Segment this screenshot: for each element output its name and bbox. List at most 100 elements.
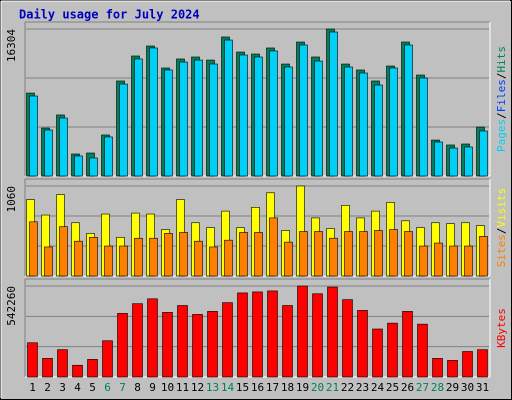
bar: [117, 313, 128, 378]
bar: [479, 236, 488, 277]
bar: [297, 285, 308, 378]
legend-entry: Pages: [495, 119, 508, 152]
x-tick-label: 21: [326, 381, 339, 394]
bar: [132, 303, 143, 378]
y-tick-label: 16304: [5, 29, 18, 62]
bar: [462, 351, 473, 378]
x-tick-label: 29: [446, 381, 459, 394]
bar: [209, 246, 218, 277]
x-tick-label: 9: [149, 381, 156, 394]
bar: [402, 311, 413, 378]
bar: [434, 242, 443, 277]
bar: [149, 47, 158, 177]
x-tick-label: 31: [476, 381, 489, 394]
bar: [194, 59, 203, 177]
bar: [237, 292, 248, 378]
bar: [387, 322, 398, 378]
bar: [239, 54, 248, 177]
bar: [104, 245, 113, 277]
bar: [162, 312, 173, 378]
bar: [42, 358, 53, 378]
x-tick-label: 11: [176, 381, 189, 394]
bar: [89, 236, 98, 277]
y-tick-label: 1060: [5, 186, 18, 213]
bar: [224, 39, 233, 177]
x-tick-label: 22: [341, 381, 354, 394]
bar: [432, 358, 443, 378]
legend: KBytes: [495, 308, 508, 348]
legend-entry: Files: [495, 79, 508, 112]
bar: [329, 237, 338, 277]
x-tick-label: 28: [431, 381, 444, 394]
bar: [314, 60, 323, 177]
legend: Sites/Visits: [495, 188, 508, 268]
bar: [374, 84, 383, 177]
legend-separator: /: [495, 112, 508, 119]
bar: [104, 136, 113, 177]
bar: [389, 229, 398, 277]
bar: [312, 293, 323, 378]
bar: [27, 342, 38, 378]
bar: [179, 61, 188, 177]
y-tick-label: 542260: [5, 286, 18, 326]
bar: [359, 231, 368, 277]
x-tick-label: 10: [161, 381, 174, 394]
bar: [89, 157, 98, 177]
bar: [327, 286, 338, 378]
legend-separator: /: [495, 73, 508, 80]
bar: [119, 245, 128, 277]
bar: [59, 226, 68, 277]
bar: [224, 239, 233, 277]
bar: [372, 328, 383, 378]
bar: [299, 44, 308, 177]
bar: [419, 77, 428, 177]
bar: [269, 217, 278, 277]
bar: [134, 237, 143, 277]
x-tick-label: 30: [461, 381, 474, 394]
bar: [102, 340, 113, 378]
bar: [192, 314, 203, 378]
bar: [404, 231, 413, 277]
x-tick-label: 7: [119, 381, 126, 394]
bar: [284, 66, 293, 177]
x-tick-label: 8: [134, 381, 141, 394]
bar: [357, 310, 368, 378]
bar: [149, 237, 158, 277]
bar: [57, 349, 68, 378]
bar: [164, 69, 173, 177]
bar: [209, 63, 218, 177]
x-tick-label: 25: [386, 381, 399, 394]
x-tick-label: 18: [281, 381, 294, 394]
x-tick-label: 17: [266, 381, 279, 394]
bar: [267, 290, 278, 378]
chart-title: Daily usage for July 2024: [19, 8, 200, 22]
bar: [179, 232, 188, 277]
bar: [134, 58, 143, 177]
x-tick-label: 20: [311, 381, 324, 394]
bar: [329, 31, 338, 177]
bar: [344, 66, 353, 177]
bar: [207, 311, 218, 378]
bar: [404, 44, 413, 177]
bar: [29, 95, 38, 177]
legend-entry: KBytes: [495, 308, 508, 348]
bar: [147, 298, 158, 378]
legend: Pages/Files/Hits: [495, 46, 508, 152]
x-tick-label: 4: [74, 381, 81, 394]
legend-entry: Sites: [495, 234, 508, 267]
bar: [464, 146, 473, 177]
x-tick-label: 12: [191, 381, 204, 394]
x-tick-label: 16: [251, 381, 264, 394]
bar: [44, 129, 53, 177]
bar: [254, 232, 263, 277]
bar: [222, 302, 233, 378]
bar: [344, 231, 353, 277]
x-tick-label: 26: [401, 381, 414, 394]
bar: [239, 232, 248, 277]
bar: [59, 117, 68, 177]
bar: [177, 305, 188, 378]
x-tick-label: 3: [59, 381, 66, 394]
bar: [87, 359, 98, 378]
x-tick-label: 5: [89, 381, 96, 394]
